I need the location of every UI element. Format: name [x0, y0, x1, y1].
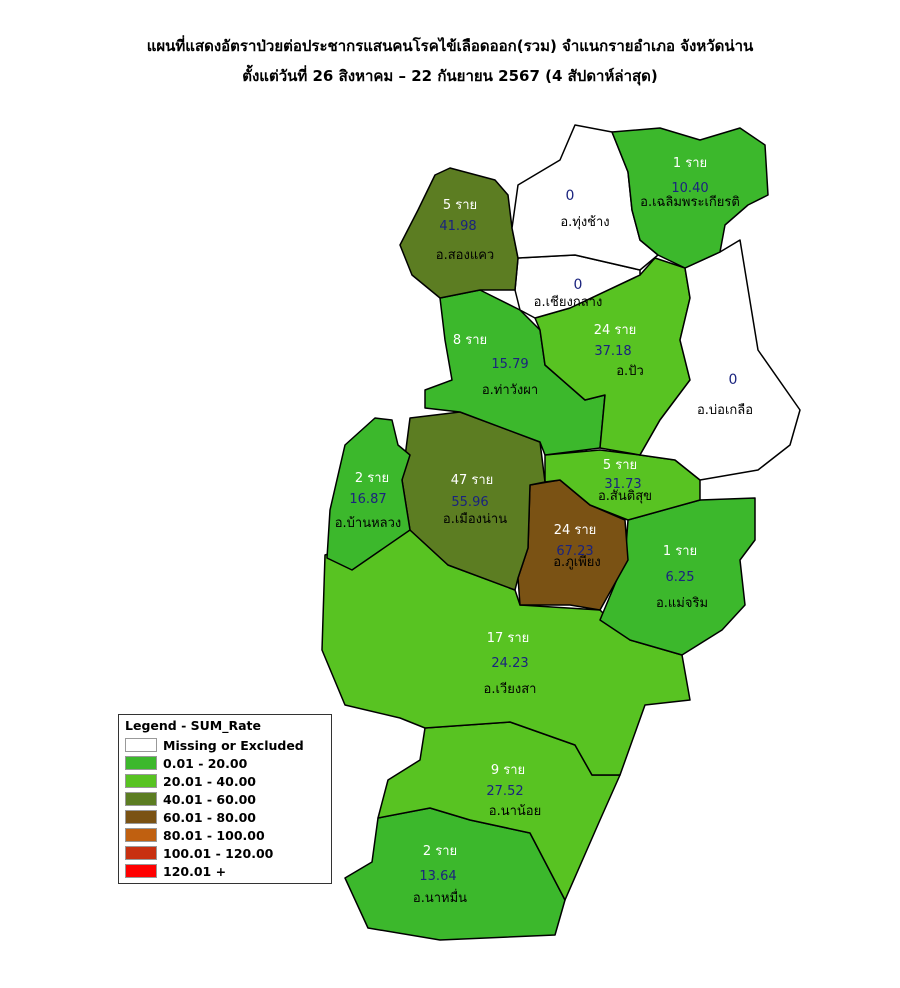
cases-phu-phiang: 24 ราย — [554, 523, 597, 538]
labels-na-muen: 2 ราย 13.64 อ.นาหมื่น — [413, 844, 467, 906]
cases-mueang-nan: 47 ราย — [451, 473, 494, 488]
cases-mae-charim: 1 ราย — [663, 544, 697, 559]
cases-ban-luang: 2 ราย — [355, 471, 389, 486]
rate-wiang-sa: 24.23 — [491, 656, 528, 671]
legend-item: 120.01 + — [125, 863, 226, 879]
legend-item: 60.01 - 80.00 — [125, 809, 256, 825]
labels-mae-charim: 1 ราย 6.25 อ.แม่จริม — [656, 544, 708, 611]
legend-label: 120.01 + — [163, 863, 227, 879]
legend-label: 0.01 - 20.00 — [163, 755, 248, 771]
legend-label: 20.01 - 40.00 — [163, 773, 256, 789]
legend-title: Legend - SUM_Rate — [125, 718, 261, 733]
legend-swatch — [125, 810, 157, 824]
region-tha-wang-pha[interactable] — [424, 289, 606, 456]
region-bo-kluea[interactable] — [639, 239, 801, 481]
legend-item: 100.01 - 120.00 — [125, 845, 273, 861]
labels-tha-wang-pha: 8 ราย 15.79 อ.ท่าวังผา — [453, 333, 538, 398]
map-title: แผนที่แสดงอัตราป่วยต่อประชากรแสนคนโรคไข้… — [146, 37, 754, 55]
rate-pua: 37.18 — [594, 344, 631, 359]
cases-na-muen: 2 ราย — [423, 844, 457, 859]
legend-item: 80.01 - 100.00 — [125, 827, 265, 843]
name-tha-wang-pha: อ.ท่าวังผา — [482, 383, 538, 398]
legend-label: 40.01 - 60.00 — [163, 791, 256, 807]
cases-na-noi: 9 ราย — [491, 763, 525, 778]
legend-item: 0.01 - 20.00 — [125, 755, 247, 771]
legend: Legend - SUM_Rate Missing or Excluded 0.… — [118, 714, 332, 884]
name-bo-kluea: อ.บ่อเกลือ — [697, 402, 753, 418]
map-subtitle: ตั้งแต่วันที่ 26 สิงหาคม – 22 กันยายน 25… — [242, 67, 658, 85]
labels-bo-kluea: 0 อ.บ่อเกลือ — [697, 372, 753, 418]
legend-swatch — [125, 828, 157, 842]
labels-chiang-klang: 0 อ.เชียงกลาง — [534, 277, 603, 310]
labels-pua: 24 ราย 37.18 อ.ปัว — [594, 323, 644, 379]
labels-ban-luang: 2 ราย 16.87 อ.บ้านหลวง — [335, 471, 402, 531]
legend-swatch — [125, 774, 157, 788]
legend-label: 100.01 - 120.00 — [163, 845, 274, 861]
cases-wiang-sa: 17 ราย — [487, 631, 530, 646]
rate-tung-chang: 0 — [566, 188, 575, 204]
rate-mae-charim: 6.25 — [666, 570, 695, 585]
legend-swatch — [125, 864, 157, 878]
name-mae-charim: อ.แม่จริม — [656, 596, 708, 611]
labels-song-khwae: 5 ราย 41.98 อ.สองแคว — [436, 198, 494, 263]
rate-tha-wang-pha: 15.79 — [491, 357, 528, 372]
labels-phu-phiang: 24 ราย 67.23 อ.ภูเพียง — [553, 523, 601, 570]
labels-chaloem: 1 ราย 10.40 อ.เฉลิมพระเกียรติ — [640, 156, 740, 210]
name-tung-chang: อ.ทุ่งช้าง — [560, 215, 609, 230]
cases-santi-suk: 5 ราย — [603, 458, 637, 473]
rate-song-khwae: 41.98 — [439, 219, 476, 234]
name-chaloem: อ.เฉลิมพระเกียรติ — [640, 194, 740, 210]
cases-tha-wang-pha: 8 ราย — [453, 333, 487, 348]
rate-santi-suk: 31.73 — [604, 477, 641, 492]
name-phu-phiang: อ.ภูเพียง — [553, 554, 601, 570]
legend-item: 20.01 - 40.00 — [125, 773, 256, 789]
legend-label: 60.01 - 80.00 — [163, 809, 256, 825]
cases-pua: 24 ราย — [594, 323, 637, 338]
name-na-noi: อ.นาน้อย — [489, 804, 541, 819]
name-song-khwae: อ.สองแคว — [436, 248, 494, 263]
labels-mueang-nan: 47 ราย 55.96 อ.เมืองน่าน — [443, 473, 507, 527]
legend-item: Missing or Excluded — [125, 737, 304, 753]
labels-na-noi: 9 ราย 27.52 อ.นาน้อย — [486, 763, 541, 819]
labels-santi-suk: 5 ราย 31.73 อ.สันติสุข — [598, 458, 652, 504]
rate-chiang-klang: 0 — [574, 277, 583, 293]
rate-na-muen: 13.64 — [419, 869, 456, 884]
labels-tung-chang: 0 อ.ทุ่งช้าง — [560, 188, 609, 230]
region-mae-charim[interactable] — [599, 497, 756, 656]
legend-label: 80.01 - 100.00 — [163, 827, 265, 843]
name-chiang-klang: อ.เชียงกลาง — [534, 294, 603, 310]
name-wiang-sa: อ.เวียงสา — [484, 681, 537, 697]
name-mueang-nan: อ.เมืองน่าน — [443, 511, 507, 527]
legend-label: Missing or Excluded — [163, 737, 304, 753]
legend-swatch — [125, 738, 157, 752]
region-ban-luang[interactable] — [326, 417, 411, 571]
legend-swatch — [125, 846, 157, 860]
labels-wiang-sa: 17 ราย 24.23 อ.เวียงสา — [484, 631, 537, 697]
rate-ban-luang: 16.87 — [349, 492, 386, 507]
region-chaloem[interactable] — [611, 127, 769, 269]
cases-song-khwae: 5 ราย — [443, 198, 477, 213]
legend-swatch — [125, 792, 157, 806]
name-pua: อ.ปัว — [616, 364, 644, 379]
name-na-muen: อ.นาหมื่น — [413, 889, 467, 906]
rate-chaloem: 10.40 — [671, 181, 708, 196]
legend-swatch — [125, 756, 157, 770]
rate-mueang-nan: 55.96 — [451, 495, 488, 510]
rate-na-noi: 27.52 — [486, 784, 523, 799]
name-santi-suk: อ.สันติสุข — [598, 489, 652, 504]
rate-bo-kluea: 0 — [729, 372, 738, 388]
name-ban-luang: อ.บ้านหลวง — [335, 516, 402, 531]
cases-chaloem: 1 ราย — [673, 156, 707, 171]
rate-phu-phiang: 67.23 — [556, 544, 593, 559]
legend-item: 40.01 - 60.00 — [125, 791, 256, 807]
